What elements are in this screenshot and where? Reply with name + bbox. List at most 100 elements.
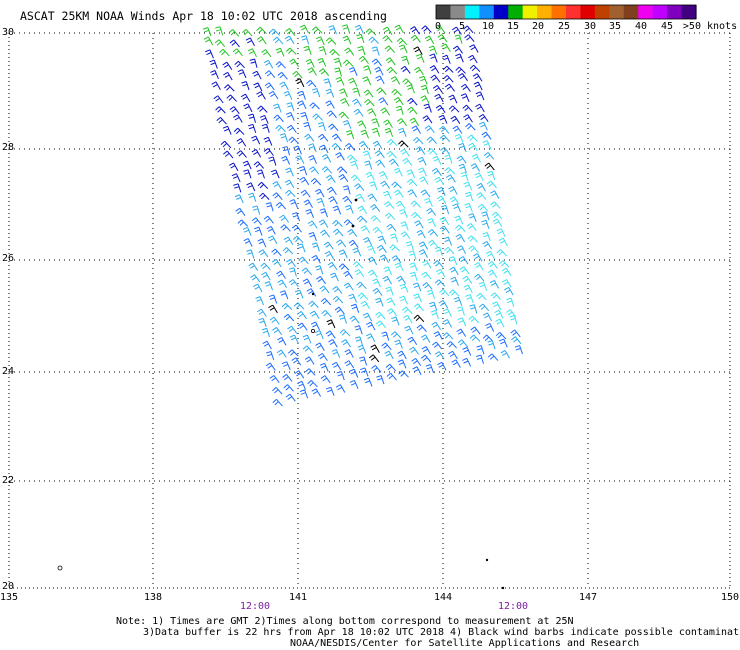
wind-barb [396, 275, 407, 284]
wind-barb [249, 58, 258, 68]
barb-feather [215, 29, 222, 32]
barb-feather [263, 148, 269, 152]
barb-staff [483, 282, 488, 291]
barb-feather [455, 233, 461, 238]
barb-staff [420, 324, 427, 332]
barb-staff [370, 321, 376, 331]
wind-barb [419, 75, 428, 85]
barb-staff [322, 122, 326, 132]
barb-feather [294, 148, 300, 152]
barb-feather [343, 188, 349, 191]
barb-feather [375, 69, 381, 73]
barb-staff [494, 190, 500, 200]
barb-feather [410, 349, 416, 353]
barb-staff [240, 150, 247, 158]
barb-feather [262, 274, 268, 278]
barb-staff [458, 224, 466, 232]
barb-staff [360, 215, 368, 224]
barb-feather [424, 197, 430, 201]
barb-feather [413, 368, 419, 373]
barb-staff [278, 124, 286, 132]
barb-feather [381, 342, 386, 347]
wind-barb [470, 326, 481, 335]
wind-barb [431, 321, 442, 330]
wind-barb [332, 220, 343, 228]
barb-staff [373, 181, 378, 191]
barb-feather [385, 57, 391, 61]
barb-staff [322, 219, 329, 228]
barb-staff [322, 68, 330, 77]
wind-barb [311, 242, 320, 252]
barb-feather [442, 308, 448, 312]
barb-feather [401, 55, 407, 59]
barb-staff [268, 82, 275, 91]
barb-staff [267, 60, 274, 69]
barb-staff [306, 278, 313, 288]
wind-barb [411, 211, 422, 220]
wind-barb [301, 35, 310, 45]
barb-feather [460, 258, 466, 263]
barb-feather [330, 125, 335, 130]
barb-feather [334, 70, 341, 73]
barb-feather [284, 376, 289, 381]
wind-barb [275, 124, 286, 132]
barb-staff [406, 157, 413, 166]
barb-staff [417, 282, 422, 292]
barb-feather [395, 265, 401, 269]
barb-feather [430, 304, 436, 308]
wind-barb [263, 59, 274, 69]
barb-feather [315, 268, 322, 271]
barb-feather [496, 228, 502, 232]
barb-feather [372, 287, 378, 292]
barb-feather [236, 197, 241, 200]
barb-staff [442, 288, 450, 297]
barb-feather [435, 96, 441, 100]
barb-staff [460, 328, 467, 337]
barb-staff [446, 65, 454, 73]
barb-feather [370, 215, 375, 220]
barb-staff [387, 201, 395, 209]
barb-staff [383, 254, 390, 263]
barb-feather [379, 254, 385, 258]
wind-barb [400, 65, 411, 74]
wind-barb [402, 157, 413, 166]
barb-feather [431, 167, 437, 172]
barb-feather [257, 181, 262, 187]
wind-barb [468, 245, 479, 253]
barb-feather [354, 263, 360, 268]
barb-feather [282, 373, 287, 378]
barb-feather [421, 259, 427, 264]
wind-barb [464, 34, 475, 42]
barb-feather [215, 26, 221, 29]
barb-staff [279, 61, 286, 69]
barb-staff [424, 189, 431, 198]
barb-feather [438, 300, 444, 304]
barb-feather [446, 341, 451, 346]
barb-feather [257, 172, 263, 175]
barb-staff [464, 83, 471, 92]
wind-barb [330, 272, 339, 282]
wind-barb [509, 315, 518, 325]
barb-feather [457, 226, 462, 231]
barb-staff [285, 303, 293, 311]
scale-swatch [493, 5, 509, 19]
barb-feather [381, 256, 386, 261]
barb-feather [274, 194, 279, 199]
barb-feather [391, 246, 396, 251]
barb-staff [426, 282, 433, 290]
scale-swatch [450, 5, 466, 19]
barb-feather [265, 283, 271, 287]
barb-feather [352, 247, 358, 251]
barb-feather [469, 64, 475, 69]
barb-feather [430, 74, 435, 79]
barb-feather [418, 249, 424, 253]
wind-barb [301, 267, 312, 276]
barb-staff [283, 214, 290, 223]
barb-feather [510, 318, 516, 321]
barb-feather [356, 185, 361, 190]
barb-feather [326, 102, 332, 107]
wind-barb [251, 135, 261, 145]
barb-feather [380, 173, 385, 177]
wind-barb [273, 114, 284, 123]
